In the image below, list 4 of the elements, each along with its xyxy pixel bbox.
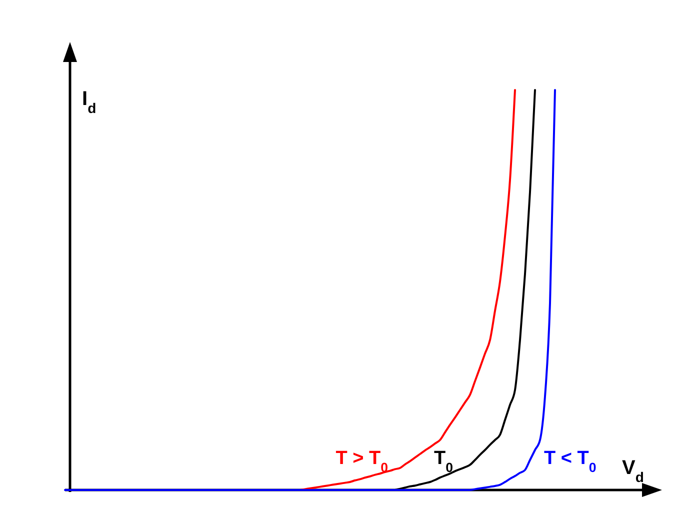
series-label: T$_{0}$ <box>434 448 453 474</box>
series-label: T < T$_{0}$ <box>544 448 596 474</box>
y-axis-title: I$_{d}$ <box>82 88 96 116</box>
x-axis-title: V$_{d}$ <box>622 457 644 485</box>
